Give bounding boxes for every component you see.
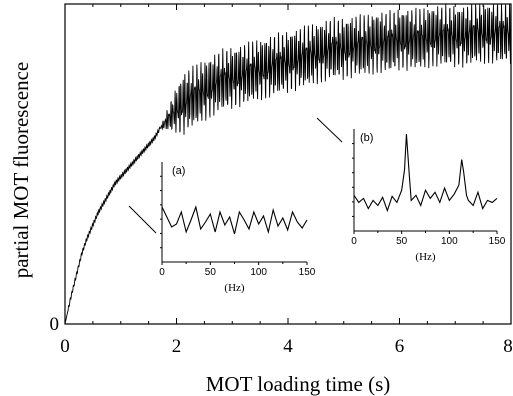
main-series-line [64,3,512,325]
inset-x-tick-label: 100 [250,267,267,278]
inset-series-line [353,134,498,213]
inset-pointers [128,117,343,234]
inset-x-tick-label: 100 [441,236,458,247]
x-tick-label: 4 [283,336,293,357]
inset-a: 0 50 100 150 (Hz) (a) [159,160,316,294]
inset-x-tick-label: 0 [351,236,357,247]
inset-x-tick-label: 150 [299,267,316,278]
inset-b: 0 50 100 150 (Hz) (b) [351,127,506,263]
inset-a-pointer [128,205,157,234]
inset-panel-label: (b) [360,132,373,144]
x-tick-label: 6 [395,336,405,357]
inset-x-axis-label: (Hz) [415,251,435,263]
inset-background [352,127,501,253]
main-plot: 0 2 4 6 8 0 MOT loading time (s) partial MOT fl… [9,3,513,396]
inset-x-tick-label: 0 [159,267,165,278]
x-tick-label: 8 [503,336,513,357]
y-axis-label: partial MOT fluorescence [9,62,33,279]
inset-b-pointer [316,117,343,143]
x-axis-label: MOT loading time (s) [206,372,391,396]
inset-series-line [161,205,308,235]
inset-x-tick-label: 50 [396,236,408,247]
x-tick-label: 0 [60,336,70,357]
inset-x-tick-label: 150 [489,236,506,247]
y-tick-label: 0 [50,314,60,335]
inset-background [160,160,311,284]
inset-x-tick-label: 50 [205,267,217,278]
inset-panel-label: (a) [172,165,185,177]
x-tick-label: 2 [172,336,182,357]
inset-x-axis-label: (Hz) [224,282,244,294]
